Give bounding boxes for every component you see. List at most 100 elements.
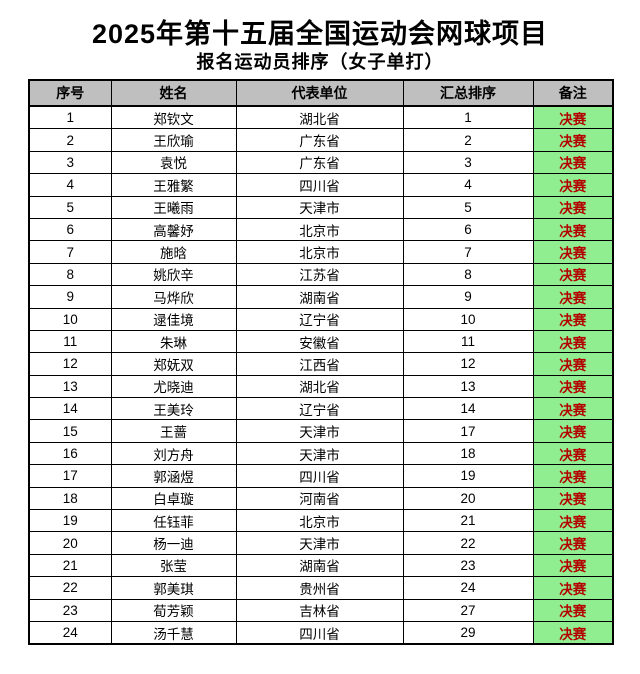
- remark-cell: 决赛: [532, 195, 614, 219]
- row-number-cell: 7: [28, 240, 112, 264]
- row-number-cell: 3: [28, 150, 112, 175]
- remark-cell: 决赛: [532, 374, 614, 399]
- athlete-name-cell: 高馨妤: [110, 217, 237, 242]
- remark-cell: 决赛: [532, 531, 614, 555]
- table-row: 23 荀芳颖 吉林省 27 决赛: [28, 598, 614, 622]
- table-row: 20 杨一迪 天津市 22 决赛: [28, 531, 614, 555]
- table-row: 1 郑钦文 湖北省 1 决赛: [28, 105, 614, 130]
- row-number-cell: 18: [28, 486, 112, 511]
- table-row: 12 郑妩双 江西省 12 决赛: [28, 352, 614, 376]
- summary-rank-cell: 27: [402, 598, 534, 622]
- unit-cell: 湖北省: [235, 105, 404, 130]
- row-number-cell: 15: [28, 419, 112, 443]
- remark-cell: 决赛: [532, 217, 614, 242]
- remark-cell: 决赛: [532, 352, 614, 376]
- summary-rank-cell: 2: [402, 128, 534, 152]
- athlete-name-cell: 王美玲: [110, 397, 237, 421]
- summary-rank-cell: 5: [402, 195, 534, 219]
- athlete-name-cell: 王雅繁: [110, 173, 237, 197]
- remark-cell: 决赛: [532, 105, 614, 130]
- row-number-cell: 10: [28, 307, 112, 331]
- page: 2025年第十五届全国运动会网球项目 报名运动员排序（女子单打） 序号 姓名 代表单…: [28, 19, 614, 646]
- unit-cell: 北京市: [235, 217, 404, 242]
- unit-cell: 北京市: [235, 509, 404, 533]
- table-row: 15 王蔷 天津市 17 决赛: [28, 419, 614, 443]
- column-header-unit: 代表单位: [235, 79, 404, 107]
- athlete-name-cell: 王曦雨: [110, 195, 237, 219]
- summary-rank-cell: 19: [402, 464, 534, 488]
- summary-rank-cell: 1: [402, 105, 534, 130]
- unit-cell: 安徽省: [235, 329, 404, 354]
- athlete-name-cell: 郑妩双: [110, 352, 237, 376]
- unit-cell: 四川省: [235, 464, 404, 488]
- summary-rank-cell: 14: [402, 397, 534, 421]
- unit-cell: 江西省: [235, 352, 404, 376]
- row-number-cell: 12: [28, 352, 112, 376]
- row-number-cell: 21: [28, 553, 112, 578]
- athletes-ranking-table: 序号 姓名 代表单位 汇总排序 备注 1 郑钦文 湖北省 1 决赛 2 王欣瑜 广东省 2 决赛 3 袁悦 广东…: [28, 78, 614, 646]
- table-header: 序号 姓名 代表单位 汇总排序 备注: [28, 79, 614, 107]
- table-row: 13 尤晓迪 湖北省 13 决赛: [28, 374, 614, 399]
- unit-cell: 湖南省: [235, 285, 404, 309]
- summary-rank-cell: 3: [402, 150, 534, 175]
- athlete-name-cell: 施晗: [110, 240, 237, 264]
- summary-rank-cell: 11: [402, 329, 534, 354]
- unit-cell: 四川省: [235, 173, 404, 197]
- remark-cell: 决赛: [532, 464, 614, 488]
- row-number-cell: 4: [28, 173, 112, 197]
- summary-rank-cell: 9: [402, 285, 534, 309]
- remark-cell: 决赛: [532, 509, 614, 533]
- athlete-name-cell: 王蔷: [110, 419, 237, 443]
- row-number-cell: 22: [28, 576, 112, 600]
- summary-rank-cell: 8: [402, 262, 534, 287]
- remark-cell: 决赛: [532, 620, 614, 645]
- unit-cell: 天津市: [235, 441, 404, 466]
- table-row: 6 高馨妤 北京市 6 决赛: [28, 217, 614, 242]
- row-number-cell: 19: [28, 509, 112, 533]
- table-body: 1 郑钦文 湖北省 1 决赛 2 王欣瑜 广东省 2 决赛 3 袁悦 广东省 3 决赛 4 王雅繁 四川省 4 决赛 5…: [28, 105, 614, 645]
- row-number-cell: 20: [28, 531, 112, 555]
- athlete-name-cell: 王欣瑜: [110, 128, 237, 152]
- remark-cell: 决赛: [532, 576, 614, 600]
- athlete-name-cell: 逯佳境: [110, 307, 237, 331]
- row-number-cell: 23: [28, 598, 112, 622]
- athlete-name-cell: 任钰菲: [110, 509, 237, 533]
- table-row: 5 王曦雨 天津市 5 决赛: [28, 195, 614, 219]
- table-row: 10 逯佳境 辽宁省 10 决赛: [28, 307, 614, 331]
- table-row: 4 王雅繁 四川省 4 决赛: [28, 173, 614, 197]
- summary-rank-cell: 7: [402, 240, 534, 264]
- remark-cell: 决赛: [532, 419, 614, 443]
- table-row: 2 王欣瑜 广东省 2 决赛: [28, 128, 614, 152]
- remark-cell: 决赛: [532, 307, 614, 331]
- remark-cell: 决赛: [532, 262, 614, 287]
- athlete-name-cell: 荀芳颖: [110, 598, 237, 622]
- athlete-name-cell: 朱琳: [110, 329, 237, 354]
- column-header-no: 序号: [28, 79, 112, 107]
- page-subtitle: 报名运动员排序（女子单打）: [196, 52, 444, 73]
- column-header-rank: 汇总排序: [402, 79, 534, 107]
- table-row: 3 袁悦 广东省 3 决赛: [28, 150, 614, 175]
- summary-rank-cell: 4: [402, 173, 534, 197]
- athlete-name-cell: 郑钦文: [110, 105, 237, 130]
- athlete-name-cell: 郭涵煜: [110, 464, 237, 488]
- unit-cell: 北京市: [235, 240, 404, 264]
- remark-cell: 决赛: [532, 150, 614, 175]
- table-row: 8 姚欣辛 江苏省 8 决赛: [28, 262, 614, 287]
- summary-rank-cell: 10: [402, 307, 534, 331]
- unit-cell: 广东省: [235, 128, 404, 152]
- summary-rank-cell: 22: [402, 531, 534, 555]
- summary-rank-cell: 23: [402, 553, 534, 578]
- table-row: 11 朱琳 安徽省 11 决赛: [28, 329, 614, 354]
- row-number-cell: 14: [28, 397, 112, 421]
- table-row: 19 任钰菲 北京市 21 决赛: [28, 509, 614, 533]
- table-row: 24 汤千慧 四川省 29 决赛: [28, 620, 614, 645]
- unit-cell: 湖北省: [235, 374, 404, 399]
- row-number-cell: 11: [28, 329, 112, 354]
- row-number-cell: 1: [28, 105, 112, 130]
- remark-cell: 决赛: [532, 128, 614, 152]
- summary-rank-cell: 29: [402, 620, 534, 645]
- remark-cell: 决赛: [532, 441, 614, 466]
- unit-cell: 天津市: [235, 531, 404, 555]
- row-number-cell: 6: [28, 217, 112, 242]
- summary-rank-cell: 21: [402, 509, 534, 533]
